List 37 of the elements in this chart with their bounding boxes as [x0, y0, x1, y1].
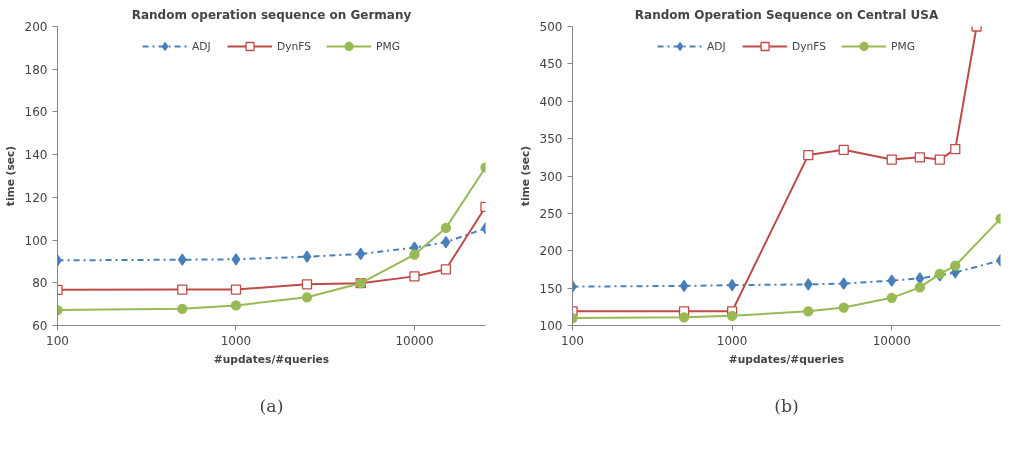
- y-tick-label: 160: [24, 105, 48, 120]
- legend-label: PMG: [891, 39, 915, 53]
- legend-label: DynFS: [792, 39, 827, 53]
- y-axis-title: time (sec): [3, 145, 17, 207]
- x-tick-label: 10000: [395, 333, 434, 348]
- x-axis-title: #updates/#queries: [213, 352, 330, 366]
- chart-title: Random Operation Sequence on Central USA: [634, 7, 939, 22]
- y-tick-label: 250: [539, 206, 563, 221]
- y-tick-label: 200: [539, 244, 563, 259]
- y-tick-label: 300: [539, 169, 563, 184]
- chart-title: Random operation sequence on Germany: [131, 7, 412, 22]
- x-tick-label: 100: [561, 333, 584, 348]
- y-tick-label: 500: [539, 20, 563, 34]
- y-tick-label: 150: [539, 281, 563, 296]
- legend-label: DynFS: [277, 39, 312, 53]
- y-tick-label: 120: [24, 190, 48, 205]
- x-tick-label: 10000: [872, 333, 911, 348]
- y-tick-label: 350: [539, 132, 563, 147]
- y-tick-label: 200: [24, 20, 48, 34]
- text: (a): [259, 395, 284, 416]
- x-tick-label: 100: [46, 333, 69, 348]
- text: (b): [774, 395, 799, 416]
- y-axis-title: time (sec): [518, 145, 532, 207]
- x-tick-label: 1000: [220, 333, 252, 348]
- legend-label: PMG: [376, 39, 400, 53]
- x-axis-title: #updates/#queries: [728, 352, 845, 366]
- y-tick-label: 100: [539, 319, 563, 333]
- y-tick-label: 140: [24, 148, 48, 163]
- y-tick-label: 400: [539, 94, 563, 109]
- x-tick-label: 1000: [716, 333, 748, 348]
- legend-label: ADJ: [707, 39, 727, 53]
- y-tick-label: 450: [539, 57, 563, 72]
- y-tick-label: 60: [32, 319, 48, 333]
- y-tick-label: 100: [24, 233, 48, 248]
- y-tick-label: 80: [32, 276, 48, 291]
- y-tick-label: 180: [24, 62, 48, 77]
- legend-label: ADJ: [192, 39, 212, 53]
